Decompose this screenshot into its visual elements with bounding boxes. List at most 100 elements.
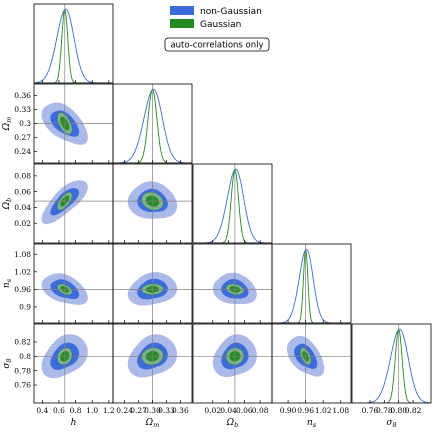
x-axis-label-main-Ob: Ω xyxy=(226,418,235,428)
annotation-frame xyxy=(164,37,270,52)
y-tick-label-s8-0.78: 0.78 xyxy=(14,366,31,375)
panel-h-Om xyxy=(33,83,114,164)
x-axis-label-Om: Ωm xyxy=(145,418,160,429)
x-axis-label-s8: σ8 xyxy=(386,418,396,429)
panel-content-h-ns xyxy=(34,244,113,323)
panel-frame-h-h xyxy=(33,3,114,84)
y-axis-label-main-Om: Ω xyxy=(2,122,12,131)
x-axis-label-main-s8: σ xyxy=(386,418,393,428)
y-axis-label-main-Ob: Ω xyxy=(2,201,12,210)
x-axis-label-sub-Om: m xyxy=(153,421,159,429)
x-tick-label-h-1.2: 1.2 xyxy=(103,406,115,415)
panel-frame-s8-s8 xyxy=(351,323,432,404)
panel-content-Ob-Ob xyxy=(193,164,272,243)
panel-Om-s8 xyxy=(112,323,193,404)
panel-Ob-s8 xyxy=(192,323,273,404)
legend-label-non-gaussian: non-Gaussian xyxy=(200,7,262,17)
panel-Ob-Ob xyxy=(192,163,273,244)
x-tick-label-Om-0.30: 0.30 xyxy=(144,406,161,415)
panel-content-h-Om xyxy=(34,84,113,163)
annotation-box: auto-correlations only xyxy=(164,37,270,52)
y-axis-label-sub-ns: s xyxy=(5,278,13,282)
x-tick-label-s8-0.76: 0.76 xyxy=(362,406,379,415)
y-tick-label-s8-0.82: 0.82 xyxy=(14,338,31,347)
labels-layer: 0.240.270.30.330.360.020.040.060.080.90.… xyxy=(2,91,422,429)
x-tick-label-Ob-0.06: 0.06 xyxy=(236,406,253,415)
y-tick-label-ns-0.96: 0.96 xyxy=(14,285,31,294)
panel-frame-ns-s8 xyxy=(271,323,352,404)
x-tick-label-s8-0.82: 0.82 xyxy=(405,406,422,415)
y-tick-label-Om-0.3: 0.3 xyxy=(19,119,31,128)
x-tick-label-h-0.4: 0.4 xyxy=(36,406,48,415)
panels-layer xyxy=(33,3,432,404)
panel-content-Om-s8 xyxy=(113,324,192,403)
y-tick-label-Om-0.24: 0.24 xyxy=(14,147,31,156)
legend-swatch-non-gaussian xyxy=(170,6,194,15)
pdf-curve-gaussian-ns xyxy=(272,249,351,323)
panel-ns-s8 xyxy=(271,323,352,404)
panel-content-Om-Om xyxy=(113,84,192,163)
x-tick-label-Ob-0.08: 0.08 xyxy=(252,406,269,415)
pdf-curve-non-gaussian-h xyxy=(34,8,113,83)
x-axis-label-Ob: Ωb xyxy=(226,418,239,429)
x-tick-label-ns-0.96: 0.96 xyxy=(297,406,314,415)
y-axis-label-sub-s8: 8 xyxy=(5,358,13,362)
y-tick-label-ns-1.08: 1.08 xyxy=(14,250,31,259)
x-axis-label-main-Om: Ω xyxy=(145,418,154,428)
y-tick-label-Ob-0.04: 0.04 xyxy=(14,203,31,212)
panel-content-ns-s8 xyxy=(272,324,351,403)
pdf-curve-non-gaussian-ns xyxy=(272,248,351,323)
y-tick-label-Ob-0.02: 0.02 xyxy=(14,219,31,228)
y-axis-label-Ob: Ωb xyxy=(2,198,13,211)
x-tick-label-Ob-0.04: 0.04 xyxy=(220,406,237,415)
annotation-text: auto-correlations only xyxy=(170,41,263,51)
x-tick-label-Ob-0.02: 0.02 xyxy=(204,406,221,415)
y-tick-label-Om-0.27: 0.27 xyxy=(14,133,31,142)
x-tick-label-ns-1.08: 1.08 xyxy=(332,406,349,415)
pdf-curve-gaussian-s8 xyxy=(352,328,431,403)
x-tick-label-Om-0.36: 0.36 xyxy=(172,406,189,415)
x-axis-label-h: h xyxy=(71,418,77,428)
x-tick-label-Om-0.33: 0.33 xyxy=(158,406,175,415)
panel-content-Ob-s8 xyxy=(193,324,272,403)
x-tick-label-h-1.0: 1.0 xyxy=(86,406,98,415)
y-axis-label-main-ns: n xyxy=(2,282,12,288)
x-tick-label-s8-0.80: 0.80 xyxy=(390,406,407,415)
x-tick-label-h-0.6: 0.6 xyxy=(53,406,65,415)
y-axis-label-sub-Om: m xyxy=(5,117,13,123)
x-axis-label-sub-ns: s xyxy=(313,421,317,429)
panel-content-Om-Ob xyxy=(113,164,192,243)
panel-frame-ns-ns xyxy=(271,243,352,324)
y-tick-label-Om-0.36: 0.36 xyxy=(14,91,31,100)
y-tick-label-s8-0.8: 0.8 xyxy=(19,352,31,361)
y-tick-label-Ob-0.08: 0.08 xyxy=(14,171,31,180)
legend-label-gaussian: Gaussian xyxy=(200,20,241,30)
pdf-curve-gaussian-h xyxy=(34,8,113,83)
legend-swatch-gaussian xyxy=(170,19,194,28)
y-axis-label-main-s8: σ xyxy=(2,362,12,369)
y-tick-label-Om-0.33: 0.33 xyxy=(14,105,31,114)
panel-content-h-h xyxy=(34,4,113,83)
y-tick-label-ns-0.9: 0.9 xyxy=(19,303,31,312)
x-tick-label-Om-0.24: 0.24 xyxy=(116,406,133,415)
panel-s8-s8 xyxy=(351,323,432,404)
panel-h-s8 xyxy=(33,323,114,404)
panel-Om-Om xyxy=(112,83,193,164)
panel-content-h-Ob xyxy=(34,164,113,243)
x-axis-label-sub-Ob: b xyxy=(234,421,238,429)
panel-content-s8-s8 xyxy=(352,324,431,403)
y-axis-label-s8: σ8 xyxy=(2,358,13,368)
x-tick-label-h-0.8: 0.8 xyxy=(70,406,82,415)
x-tick-label-ns-0.90: 0.90 xyxy=(280,406,297,415)
x-tick-label-Om-0.27: 0.27 xyxy=(130,406,147,415)
panel-Ob-ns xyxy=(192,243,273,324)
panel-h-ns xyxy=(33,243,114,324)
x-tick-label-ns-1.02: 1.02 xyxy=(315,406,332,415)
panel-content-Om-ns xyxy=(113,244,192,323)
y-axis-label-ns: ns xyxy=(2,278,13,288)
x-tick-label-s8-0.78: 0.78 xyxy=(376,406,393,415)
y-tick-label-Ob-0.06: 0.06 xyxy=(14,187,31,196)
panel-content-h-s8 xyxy=(34,324,113,403)
x-axis-label-main-h: h xyxy=(71,418,77,428)
